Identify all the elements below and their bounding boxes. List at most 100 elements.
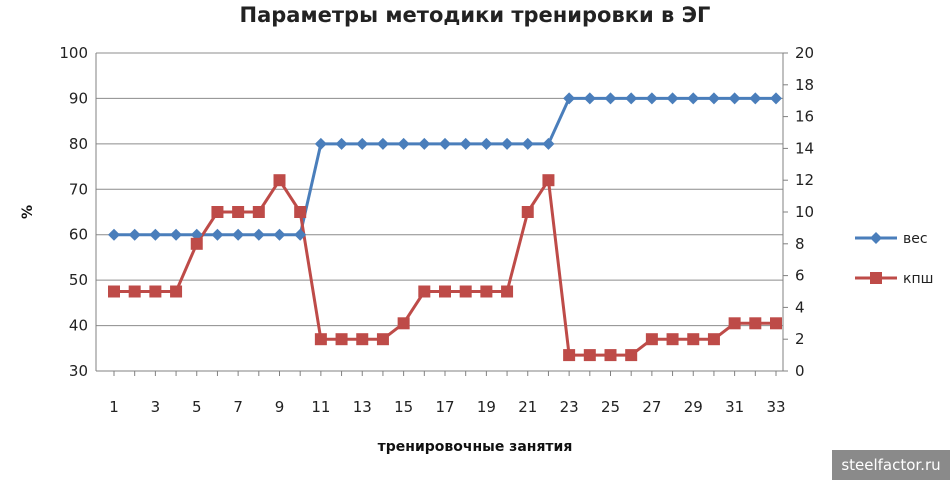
x-tick-label: 5	[192, 398, 202, 416]
data-point-kpsh	[749, 317, 762, 330]
data-point-ves	[770, 92, 782, 105]
y-tick-label: 80	[69, 135, 88, 153]
data-point-kpsh	[439, 285, 451, 298]
data-point-kpsh	[625, 349, 638, 362]
legend-entry-label: кпш	[903, 271, 933, 287]
y-tick-label: 60	[69, 226, 88, 244]
data-point-kpsh	[170, 285, 183, 298]
data-point-ves	[294, 228, 307, 241]
data-point-kpsh	[459, 285, 472, 298]
data-point-kpsh	[232, 206, 245, 218]
data-point-ves	[356, 137, 369, 150]
y2-tick-label: 20	[795, 44, 814, 62]
y2-tick-label: 12	[795, 171, 814, 189]
data-point-ves	[583, 92, 596, 105]
y2-tick-label: 16	[795, 108, 814, 126]
data-point-kpsh	[211, 206, 224, 218]
y-tick-label: 30	[69, 362, 88, 380]
y2-tick-label: 18	[795, 76, 814, 94]
data-point-ves	[542, 137, 555, 150]
data-point-ves	[439, 137, 451, 150]
y2-tick-label: 10	[795, 203, 814, 221]
x-tick-label: 13	[353, 398, 372, 416]
x-tick-label: 23	[560, 398, 579, 416]
data-point-ves	[480, 137, 493, 150]
x-tick-label: 33	[766, 398, 785, 416]
x-tick-label: 9	[275, 398, 285, 416]
data-point-ves	[149, 228, 162, 241]
x-tick-label: 29	[684, 398, 703, 416]
data-point-ves	[252, 228, 265, 241]
data-point-kpsh	[356, 333, 369, 346]
data-point-ves	[314, 137, 327, 150]
y-axis-left-ticks: 30 40 50 60 70 80 90 100	[59, 44, 88, 380]
x-tick-label: 25	[601, 398, 620, 416]
x-tick-label: 7	[233, 398, 243, 416]
data-point-kpsh	[335, 333, 348, 346]
data-point-kpsh	[501, 285, 514, 298]
x-tick-label: 31	[725, 398, 744, 416]
data-point-ves	[273, 228, 286, 241]
data-point-ves	[190, 228, 203, 241]
data-point-kpsh	[128, 285, 141, 298]
data-point-ves	[687, 92, 700, 105]
data-point-ves	[521, 137, 534, 150]
x-tick-label: 17	[435, 398, 454, 416]
data-point-ves	[749, 92, 762, 105]
data-point-ves	[625, 92, 638, 105]
data-point-ves	[418, 137, 431, 150]
x-tick-label: 19	[477, 398, 496, 416]
legend-entry-label: вес	[903, 231, 928, 247]
legend-square-marker	[870, 272, 882, 284]
data-point-ves	[170, 228, 183, 241]
data-point-kpsh	[687, 333, 700, 346]
data-point-ves	[211, 228, 224, 241]
data-point-kpsh	[770, 317, 782, 330]
y-tick-label: 90	[69, 89, 88, 107]
data-point-ves	[128, 228, 141, 241]
data-point-kpsh	[273, 174, 286, 187]
x-tick-label: 1	[109, 398, 119, 416]
y2-tick-label: 2	[795, 330, 805, 348]
data-point-kpsh	[376, 333, 389, 346]
series-lines	[114, 96, 776, 357]
data-point-kpsh	[108, 285, 120, 298]
data-point-ves	[707, 92, 720, 105]
y2-tick-label: 4	[795, 298, 805, 316]
data-point-kpsh	[645, 333, 658, 346]
data-point-kpsh	[707, 333, 720, 346]
data-point-ves	[108, 228, 120, 241]
y-tick-label: 50	[69, 271, 88, 289]
y2-tick-label: 8	[795, 235, 805, 253]
data-point-ves	[645, 92, 658, 105]
data-point-kpsh	[666, 333, 679, 346]
watermark: steelfactor.ru	[832, 450, 950, 480]
data-point-kpsh	[583, 349, 596, 362]
y-axis-right-ticks: 0 2 4 6 8 10 12 14 16 18 20	[783, 44, 814, 380]
data-point-kpsh	[314, 333, 327, 346]
data-point-kpsh	[480, 285, 493, 298]
legend-diamond-marker	[870, 232, 882, 244]
x-axis-ticks: 1 3 5 7 9 11 13 15 17 19 21 23 25 27 29 31 33	[109, 371, 786, 416]
y2-tick-label: 0	[795, 362, 805, 380]
data-point-kpsh	[728, 317, 741, 330]
y2-tick-label: 14	[795, 139, 814, 157]
data-point-kpsh	[542, 174, 555, 187]
data-point-ves	[232, 228, 245, 241]
y-axis-label: %	[20, 205, 36, 219]
x-tick-label: 21	[518, 398, 537, 416]
data-point-kpsh	[294, 206, 307, 218]
data-point-ves	[666, 92, 679, 105]
data-point-kpsh	[521, 206, 534, 218]
data-point-kpsh	[397, 317, 410, 330]
x-tick-label: 15	[394, 398, 413, 416]
y2-tick-label: 6	[795, 267, 805, 285]
data-point-kpsh	[190, 237, 203, 250]
x-tick-label: 27	[642, 398, 661, 416]
data-point-ves	[397, 137, 410, 150]
data-point-kpsh	[149, 285, 162, 298]
y-tick-label: 40	[69, 317, 88, 335]
legend: вес кпш	[855, 231, 933, 287]
chart-title: Параметры методики тренировки в ЭГ	[240, 3, 711, 27]
